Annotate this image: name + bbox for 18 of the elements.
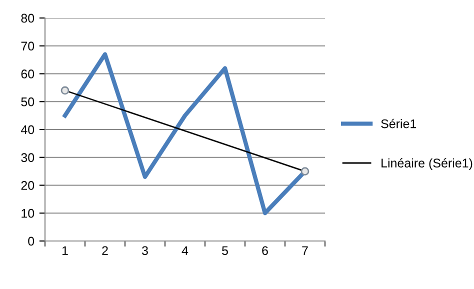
x-tick-label: 6 (262, 246, 268, 256)
y-tick-label: 50 (21, 97, 34, 106)
y-tick-label: 60 (21, 70, 34, 78)
x-tick-label: 7 (302, 246, 308, 255)
y-tick-label: 20 (21, 181, 34, 190)
x-tick-label: 1 (62, 246, 68, 255)
y-tick-label: 70 (21, 42, 34, 51)
x-tick-label: 2 (102, 246, 108, 255)
legend-label: Linéaire (Série1) (382, 158, 472, 170)
y-tick-label: 0 (28, 236, 34, 246)
x-tick-label: 5 (222, 246, 228, 256)
legend-label: Série1 (381, 118, 416, 128)
x-tick-label: 4 (182, 246, 188, 255)
y-tick-label: 80 (21, 14, 34, 23)
y-tick-label: 30 (21, 153, 34, 162)
y-tick-label: 40 (20, 125, 34, 134)
y-tick-label: 10 (22, 208, 34, 218)
x-tick-label: 3 (142, 246, 148, 256)
